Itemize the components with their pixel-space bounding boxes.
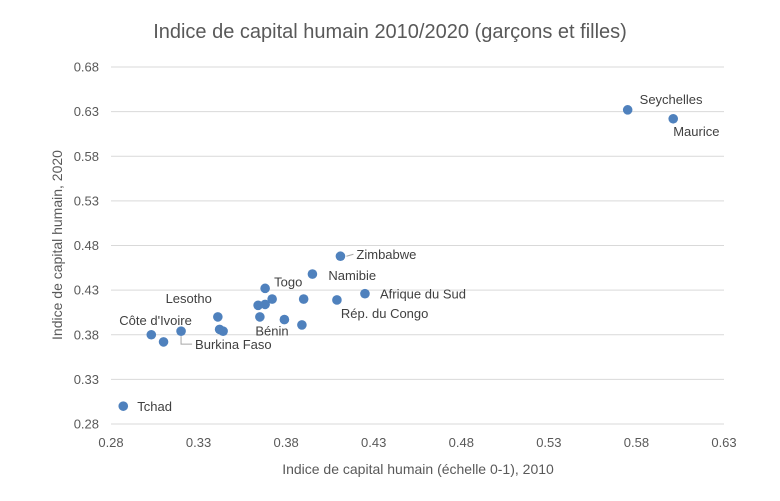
y-axis-ticks: 0.28 0.33 0.38 0.43 0.48 0.53 0.58 0.63 0.68 (74, 60, 99, 432)
y-tick-label: 0.33 (74, 372, 99, 387)
data-point (218, 326, 228, 336)
point-label: Zimbabwe (356, 247, 416, 262)
data-point (335, 251, 346, 262)
point-label: Burkina Faso (195, 337, 272, 352)
x-axis-title: Indice de capital humain (échelle 0-1), … (282, 461, 554, 477)
point-label: Namibie (328, 268, 376, 283)
data-point (253, 300, 263, 311)
x-tick-label: 0.53 (536, 435, 561, 450)
leader-line (180, 336, 193, 345)
data-point (622, 105, 633, 115)
y-tick-label: 0.53 (74, 193, 99, 208)
point-label: Rép. du Congo (341, 306, 428, 321)
y-tick-label: 0.63 (74, 104, 99, 119)
leader-line (346, 253, 354, 257)
data-point (260, 299, 270, 310)
x-axis-ticks: 0.28 0.33 0.38 0.43 0.48 0.53 0.58 0.63 (98, 435, 736, 450)
data-point (267, 294, 277, 304)
data-point (146, 329, 157, 340)
x-tick-label: 0.33 (186, 435, 211, 450)
data-points (118, 105, 679, 411)
data-point (176, 326, 186, 336)
data-point (307, 269, 318, 279)
point-label: Afrique du Sud (380, 287, 466, 302)
y-tick-label: 0.68 (74, 60, 99, 75)
y-tick-label: 0.58 (74, 149, 99, 164)
point-label: Tchad (137, 399, 172, 414)
data-point (668, 113, 679, 124)
point-label: Bénin (255, 324, 288, 339)
x-tick-label: 0.48 (449, 435, 474, 450)
label-leader-lines (180, 253, 354, 345)
point-label: Maurice (673, 124, 719, 139)
point-label: Togo (274, 274, 302, 289)
point-label: Lesotho (166, 291, 212, 306)
y-tick-label: 0.43 (74, 283, 99, 298)
data-point (297, 320, 307, 330)
point-label: Seychelles (640, 92, 703, 107)
x-tick-label: 0.63 (711, 435, 736, 450)
data-point (298, 294, 309, 304)
y-axis-title: Indice de capital humain, 2020 (49, 150, 65, 340)
data-point (332, 295, 342, 305)
data-point (118, 401, 129, 411)
point-labels: Seychelles Maurice Zimbabwe Namibie Afrique … (119, 92, 719, 414)
data-point (255, 312, 265, 322)
data-point (260, 283, 270, 294)
y-tick-label: 0.48 (74, 238, 99, 253)
chart-title: Indice de capital humain 2010/2020 (garç… (153, 21, 627, 43)
data-point (360, 288, 370, 299)
data-point (279, 314, 290, 325)
point-label: Côte d'Ivoire (119, 313, 192, 328)
x-tick-label: 0.58 (624, 435, 649, 450)
x-tick-label: 0.28 (98, 435, 123, 450)
x-tick-label: 0.38 (273, 435, 298, 450)
gridlines (111, 66, 724, 425)
data-point (158, 337, 169, 347)
y-tick-label: 0.28 (74, 417, 99, 432)
x-tick-label: 0.43 (361, 435, 386, 450)
data-point (213, 312, 223, 322)
y-tick-label: 0.38 (74, 327, 99, 342)
